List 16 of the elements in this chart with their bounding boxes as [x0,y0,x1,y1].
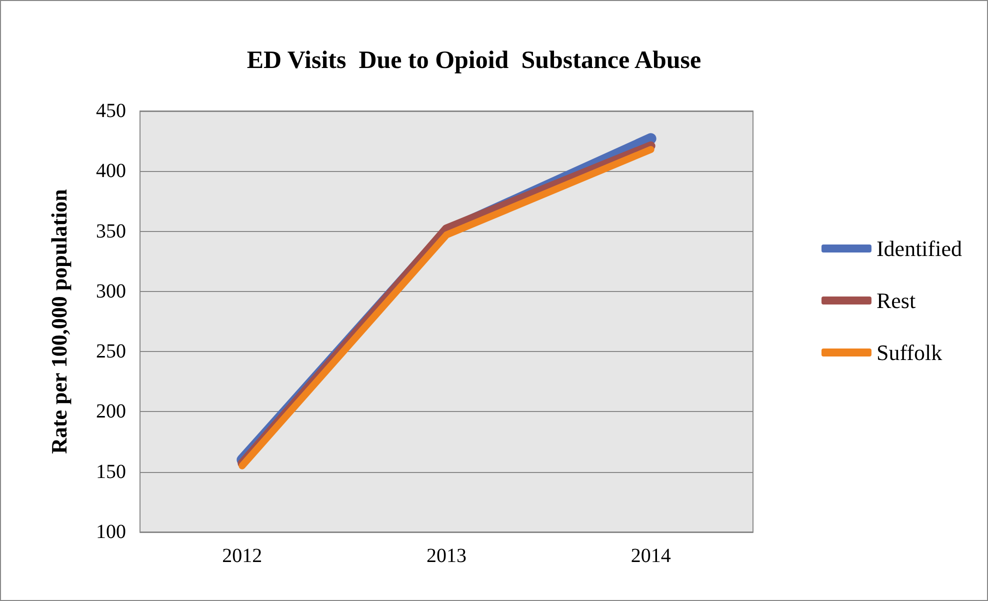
legend-label: Identified [876,236,962,261]
y-tick-label: 350 [96,220,126,242]
chart-title: ED Visits Due to Opioid Substance Abuse [246,47,702,74]
y-tick-label: 300 [96,280,126,302]
y-tick-label: 150 [96,460,126,483]
x-tick-label: 2012 [222,545,262,567]
y-tick-label: 250 [96,340,126,363]
y-axis-title: Rate per 100,000 population [46,189,72,454]
x-tick-label: 2014 [630,545,671,567]
y-tick-label: 200 [96,400,126,423]
legend-label: Rest [876,288,916,313]
y-tick-label: 450 [96,100,126,122]
y-tick-label: 100 [96,521,126,543]
legend-label: Suffolk [876,340,942,365]
y-tick-label: 400 [96,160,126,182]
x-tick-label: 2013 [426,545,466,567]
